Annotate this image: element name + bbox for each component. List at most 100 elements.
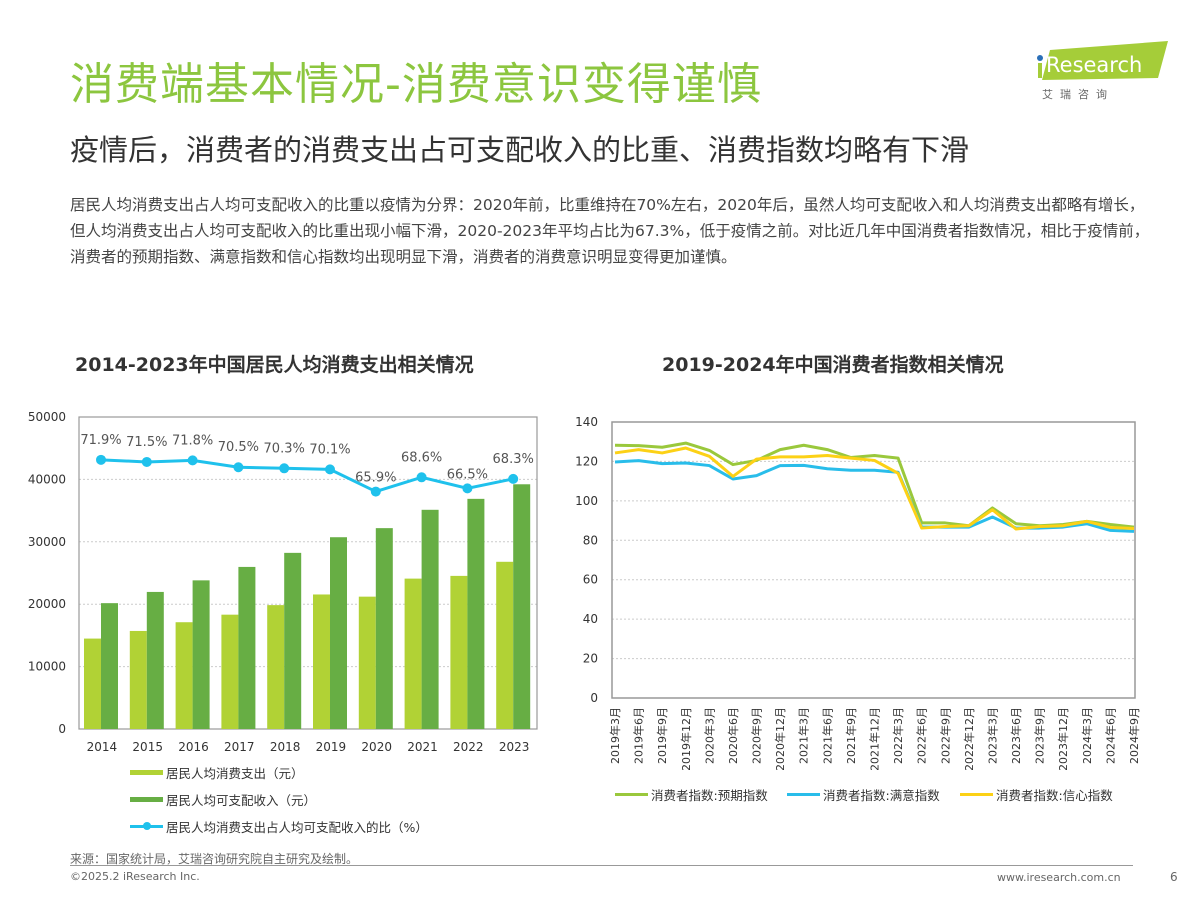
page-subtitle: 疫情后，消费者的消费支出占可支配收入的比重、消费指数均略有下滑 — [70, 133, 970, 167]
plot-frame — [78, 416, 538, 730]
x-tick-label: 2023年9月 — [1033, 707, 1047, 764]
income-bar — [421, 509, 439, 729]
x-tick-label: 2020 — [361, 740, 392, 754]
svg-text:艾瑞咨询: 艾瑞咨询 — [1042, 87, 1114, 101]
legend-swatch — [787, 793, 820, 796]
x-tick-label: 2024年9月 — [1127, 707, 1141, 764]
y-tick-label: 10000 — [28, 660, 66, 674]
ratio-point — [370, 486, 381, 497]
y-tick-label: 40000 — [28, 472, 66, 486]
expenditure-chart: 0 10000 20000 30000 40000 50000 2014 2015 2016 20… — [28, 410, 538, 754]
x-tick-label: 2021年3月 — [797, 707, 811, 764]
expenditure-bar — [84, 638, 101, 729]
expenditure-bar — [496, 561, 514, 729]
y-tick-label: 50000 — [28, 410, 66, 424]
footer-divider — [70, 865, 1133, 866]
legend-label: 居民人均可支配收入（元） — [166, 793, 317, 808]
page-title: 消费端基本情况-消费意识变得谨慎 — [70, 59, 762, 110]
y-tick-label: 20 — [583, 652, 598, 666]
summary-paragraph: 居民人均消费支出占人均可支配收入的比重以疫情为分界：2020年前，比重维持在70… — [70, 196, 1150, 266]
ratio-point — [416, 472, 427, 483]
income-bar — [238, 566, 256, 729]
ratio-line — [100, 458, 514, 494]
legend-item-expectation: 消费者指数:预期指数 — [615, 785, 768, 804]
ratio-data-label: 71.9% — [80, 433, 121, 448]
x-tick-label: 2019年12月 — [679, 707, 693, 770]
x-tick-label: 2022 — [453, 740, 484, 754]
expenditure-bar — [175, 622, 193, 729]
y-tick-label: 120 — [575, 454, 598, 468]
expectation-index-line — [614, 441, 1135, 529]
x-tick-label: 2024年6月 — [1103, 707, 1117, 764]
ratio-data-label: 70.3% — [264, 441, 305, 456]
income-bar — [284, 552, 302, 729]
legend-label: 消费者指数:满意指数 — [823, 788, 940, 803]
legend-swatch — [130, 770, 163, 775]
income-bar — [375, 528, 393, 729]
expenditure-bar — [313, 594, 330, 729]
ratio-point — [508, 473, 519, 484]
legend-item-satisfaction: 消费者指数:满意指数 — [787, 785, 940, 804]
x-tick-label: 2021年9月 — [844, 707, 858, 764]
ratio-point — [325, 464, 335, 475]
iresearch-logo: Research 艾瑞咨询 — [1030, 38, 1170, 102]
legend-label: 消费者指数:预期指数 — [651, 788, 768, 803]
income-bar — [101, 603, 118, 729]
ratio-point — [462, 483, 473, 494]
x-tick-label: 2014 — [87, 740, 118, 754]
x-tick-label: 2021 — [407, 740, 438, 754]
x-tick-label: 2015 — [132, 740, 163, 754]
expenditure-bar — [450, 575, 468, 729]
ratio-data-label: 71.5% — [126, 435, 167, 450]
svg-text:Research: Research — [1046, 53, 1142, 77]
x-tick-label: 2019 — [316, 740, 347, 754]
x-tick-label: 2022年6月 — [915, 707, 929, 764]
x-tick-label: 2024年3月 — [1080, 707, 1094, 764]
x-tick-label: 2023年6月 — [1009, 707, 1023, 764]
x-tick-label: 2018 — [270, 740, 301, 754]
ratio-point — [96, 454, 106, 465]
y-tick-label: 0 — [590, 691, 598, 705]
x-tick-label: 2023年3月 — [985, 707, 999, 764]
x-tick-label: 2023年12月 — [1056, 707, 1070, 770]
ratio-point — [141, 456, 152, 467]
x-tick-label: 2022年9月 — [938, 707, 952, 764]
x-tick-label: 2023 — [499, 740, 530, 754]
expenditure-bar — [267, 605, 285, 729]
x-tick-label: 2016 — [178, 740, 209, 754]
plot-frame — [611, 421, 1136, 699]
expenditure-bar — [404, 578, 422, 729]
ratio-data-label: 71.8% — [172, 433, 213, 448]
ratio-data-label: 65.9% — [355, 471, 396, 486]
copyright: ©2025.2 iResearch Inc. — [70, 870, 200, 883]
expenditure-bar — [221, 614, 239, 729]
legend-item-confidence: 消费者指数:信心指数 — [960, 785, 1113, 804]
ratio-point — [187, 455, 198, 466]
legend-swatch — [960, 793, 993, 796]
x-tick-label: 2019年6月 — [632, 707, 646, 764]
legend-label: 消费者指数:信心指数 — [996, 788, 1113, 803]
legend-label: 居民人均消费支出（元） — [166, 766, 304, 781]
x-tick-label: 2020年3月 — [702, 707, 716, 764]
website-link[interactable]: www.iresearch.com.cn — [997, 871, 1121, 884]
y-tick-label: 0 — [58, 722, 66, 736]
income-bar — [146, 591, 164, 729]
x-tick-label: 2021年6月 — [820, 707, 834, 764]
y-tick-label: 80 — [583, 533, 598, 547]
x-tick-label: 2022年3月 — [891, 707, 905, 764]
income-bar — [513, 484, 531, 729]
x-tick-label: 2021年12月 — [868, 707, 882, 770]
ratio-data-label: 70.5% — [218, 440, 259, 455]
expenditure-bar — [129, 630, 147, 729]
chart-title-consumer-index: 2019-2024年中国消费者指数相关情况 — [662, 354, 1004, 376]
ratio-data-label: 68.3% — [493, 452, 534, 467]
y-tick-label: 100 — [575, 494, 598, 508]
legend-swatch — [130, 797, 163, 802]
legend-item-expenditure: 居民人均消费支出（元） — [130, 763, 304, 782]
expenditure-bar — [358, 596, 376, 729]
ratio-data-label: 66.5% — [447, 467, 488, 482]
ratio-point — [279, 463, 290, 474]
ratio-point — [233, 462, 244, 473]
legend-swatch — [130, 822, 163, 830]
chart-title-expenditure: 2014-2023年中国居民人均消费支出相关情况 — [75, 354, 474, 376]
